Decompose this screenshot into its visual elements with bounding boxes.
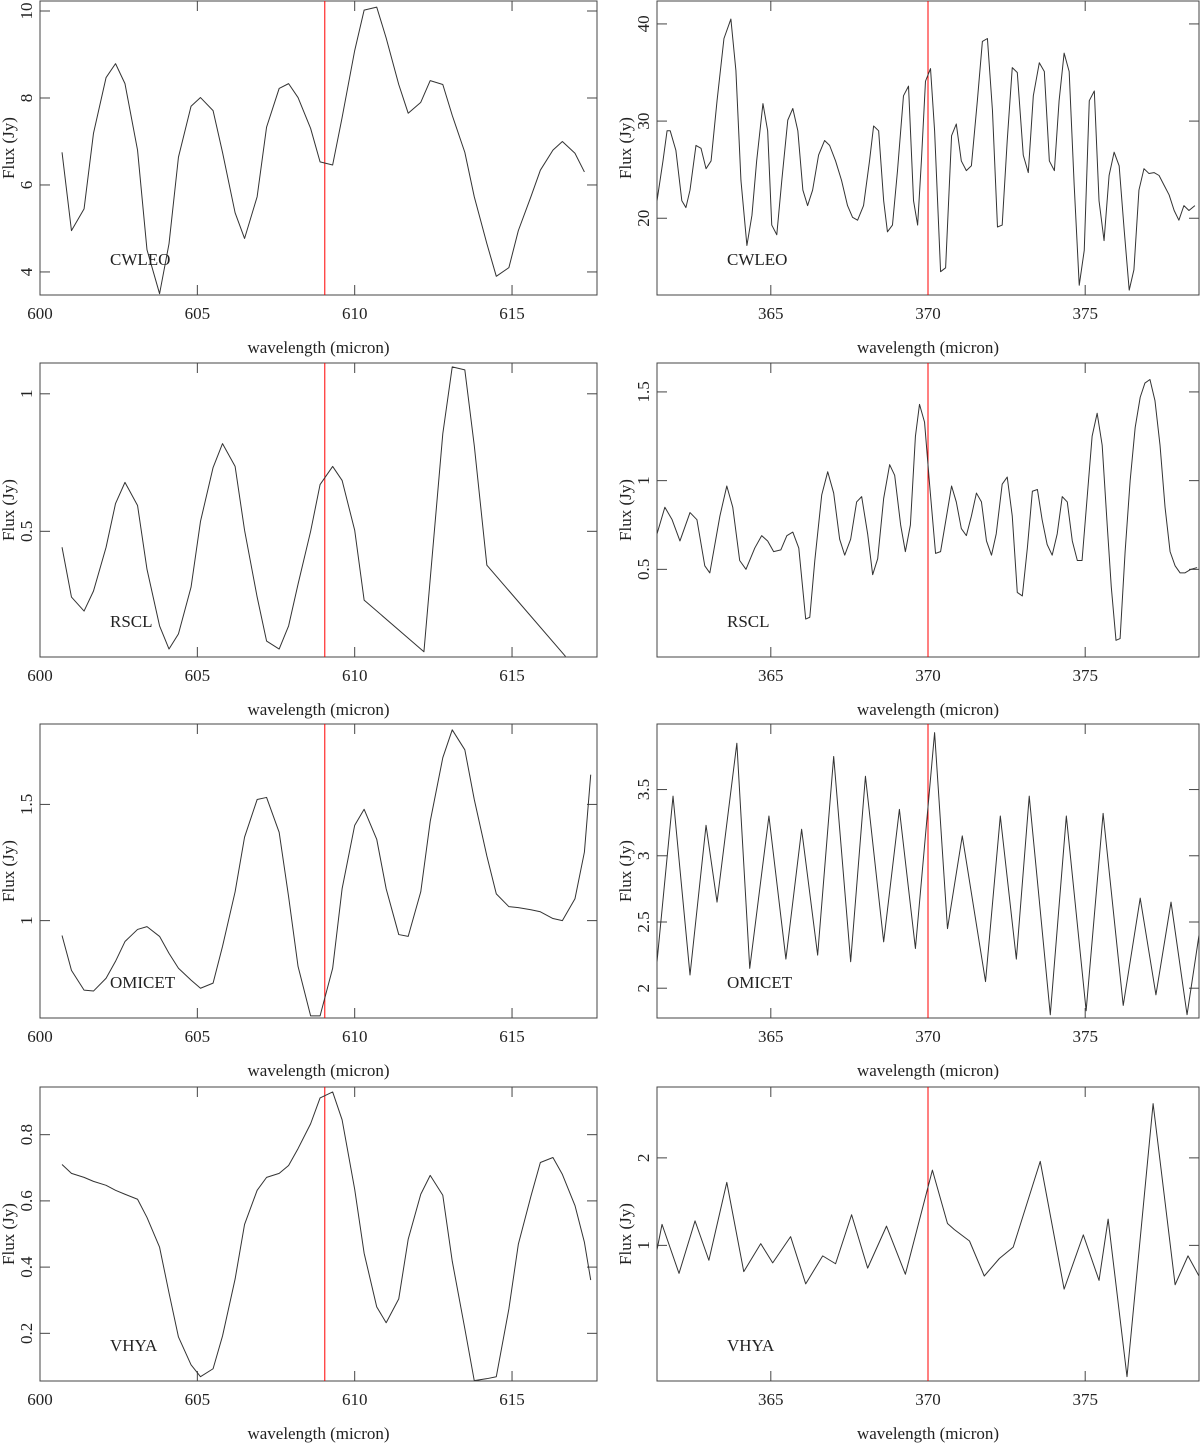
plot-frame — [39, 362, 598, 658]
panel: 600 605 610 615 0.2 0.4 0.6 0.8 VHYA wavelength (… — [0, 1086, 598, 1443]
x-tick-label: 615 — [499, 304, 525, 323]
y-tick-label: 8 — [17, 94, 36, 103]
spectrum-line — [657, 1103, 1199, 1378]
x-tick-label: 365 — [758, 1390, 784, 1409]
x-tick-label: 365 — [758, 666, 784, 685]
spectrum-line — [61, 6, 585, 295]
x-axis-label: wavelength (micron) — [857, 1061, 999, 1080]
panel: 365 370 375 2 2.5 3 3.5 OMICET wavelength (micro… — [616, 723, 1200, 1080]
y-axis-label: Flux (Jy) — [0, 840, 18, 902]
y-tick-label: 30 — [634, 113, 653, 130]
star-label: VHYA — [727, 1336, 775, 1355]
x-tick-label: 365 — [758, 1027, 784, 1046]
x-tick-label: 370 — [915, 1027, 941, 1046]
plot-frame — [39, 723, 598, 1019]
y-tick-label: 20 — [634, 210, 653, 227]
x-axis-label: wavelength (micron) — [857, 1424, 999, 1443]
y-tick-label: 1 — [17, 390, 36, 399]
y-tick-label: 1 — [634, 476, 653, 485]
y-axis-label: Flux (Jy) — [0, 117, 18, 179]
spectrum-line — [61, 729, 592, 1017]
x-tick-label: 610 — [342, 304, 368, 323]
y-tick-label: 0.2 — [17, 1323, 36, 1344]
star-label: VHYA — [110, 1336, 158, 1355]
x-tick-label: 370 — [915, 1390, 941, 1409]
star-label: RSCL — [727, 612, 770, 631]
panel: 365 370 375 20 30 40 CWLEO wavelength (micron) F… — [616, 0, 1200, 357]
spectrum-line — [657, 379, 1198, 641]
y-tick-label: 3 — [634, 852, 653, 861]
x-axis-label: wavelength (micron) — [857, 700, 999, 719]
star-label: OMICET — [727, 973, 793, 992]
panel: 365 370 375 0.5 1 1.5 RSCL wavelength (micron) F… — [616, 362, 1200, 719]
x-tick-label: 605 — [185, 304, 211, 323]
x-tick-label: 375 — [1072, 1027, 1098, 1046]
x-tick-label: 600 — [27, 1027, 53, 1046]
plot-frame — [39, 1086, 598, 1382]
x-tick-label: 615 — [499, 666, 525, 685]
star-label: CWLEO — [727, 250, 787, 269]
star-label: CWLEO — [110, 250, 170, 269]
x-tick-label: 370 — [915, 666, 941, 685]
x-tick-label: 600 — [27, 1390, 53, 1409]
y-tick-label: 2 — [634, 984, 653, 993]
y-tick-label: 0.6 — [17, 1190, 36, 1211]
y-tick-label: 3.5 — [634, 779, 653, 800]
x-tick-label: 365 — [758, 304, 784, 323]
x-tick-label: 610 — [342, 1390, 368, 1409]
y-tick-label: 1 — [634, 1241, 653, 1250]
panel: 365 370 375 1 2 VHYA wavelength (micron) Flux (… — [616, 1086, 1200, 1443]
x-axis-label: wavelength (micron) — [857, 338, 999, 357]
y-axis-label: Flux (Jy) — [616, 840, 635, 902]
y-axis-label: Flux (Jy) — [616, 1203, 635, 1265]
y-tick-label: 0.5 — [634, 559, 653, 580]
y-tick-label: 0.5 — [17, 521, 36, 542]
panel: 600 605 610 615 4 6 8 10 CWLEO wavelength (micron… — [0, 0, 598, 357]
y-axis-label: Flux (Jy) — [616, 117, 635, 179]
x-tick-label: 605 — [185, 1390, 211, 1409]
star-label: RSCL — [110, 612, 153, 631]
panel: 600 605 610 615 0.5 1 RSCL wavelength (micron) F… — [0, 362, 598, 719]
y-axis-label: Flux (Jy) — [616, 479, 635, 541]
y-tick-label: 6 — [17, 181, 36, 190]
y-axis-label: Flux (Jy) — [0, 479, 18, 541]
x-tick-label: 600 — [27, 304, 53, 323]
y-axis-label: Flux (Jy) — [0, 1203, 18, 1265]
x-axis-label: wavelength (micron) — [247, 1061, 389, 1080]
y-tick-label: 2.5 — [634, 911, 653, 932]
y-tick-label: 0.4 — [17, 1256, 36, 1278]
spectrum-line — [657, 18, 1196, 291]
y-tick-label: 10 — [17, 3, 36, 20]
x-tick-label: 615 — [499, 1390, 525, 1409]
x-tick-label: 375 — [1072, 666, 1098, 685]
x-tick-label: 610 — [342, 666, 368, 685]
x-tick-label: 610 — [342, 1027, 368, 1046]
y-tick-label: 1.5 — [634, 381, 653, 402]
x-axis-label: wavelength (micron) — [247, 338, 389, 357]
x-axis-label: wavelength (micron) — [247, 700, 389, 719]
spectrum-line — [61, 1091, 592, 1381]
x-tick-label: 615 — [499, 1027, 525, 1046]
x-tick-label: 600 — [27, 666, 53, 685]
y-tick-label: 1.5 — [17, 794, 36, 815]
y-tick-label: 40 — [634, 15, 653, 32]
spectrum-line — [657, 732, 1199, 1016]
x-axis-label: wavelength (micron) — [247, 1424, 389, 1443]
x-tick-label: 605 — [185, 1027, 211, 1046]
plot-frame — [39, 0, 598, 296]
y-tick-label: 4 — [17, 267, 36, 276]
x-tick-label: 375 — [1072, 304, 1098, 323]
y-tick-label: 1 — [17, 916, 36, 925]
spectrum-line — [61, 366, 566, 657]
x-tick-label: 375 — [1072, 1390, 1098, 1409]
y-tick-label: 2 — [634, 1154, 653, 1163]
y-tick-label: 0.8 — [17, 1124, 36, 1145]
panel: 600 605 610 615 1 1.5 OMICET wavelength (micron… — [0, 723, 598, 1080]
star-label: OMICET — [110, 973, 176, 992]
x-tick-label: 370 — [915, 304, 941, 323]
x-tick-label: 605 — [185, 666, 211, 685]
